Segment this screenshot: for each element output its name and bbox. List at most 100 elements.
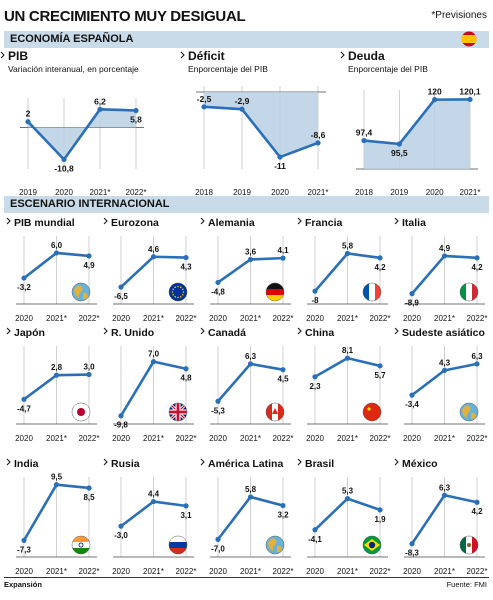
- chart-area: [28, 109, 136, 160]
- chart-title: R. Unido: [111, 327, 154, 339]
- chart-title: Italia: [402, 217, 426, 229]
- chart-china: China 2,3 8,1 5,7 2020 2021* 2022*: [297, 327, 391, 443]
- tick-label: 2019: [233, 188, 251, 197]
- data-label: 6,3: [471, 352, 483, 361]
- chevron-right-icon: [394, 458, 399, 466]
- chart-line: [363, 98, 471, 146]
- chart-title: Sudeste asiático: [402, 327, 485, 339]
- tick-label: 2022*: [273, 567, 294, 576]
- tick-label: 2021*: [434, 434, 455, 443]
- data-label: -8: [311, 296, 319, 305]
- chart-subtitle: Variación interanual, en porcentaje: [8, 64, 139, 74]
- chevron-right-icon: [103, 217, 108, 225]
- tick-label: 2020: [306, 314, 324, 323]
- chart-title: México: [402, 458, 438, 470]
- section-title-spain: ECONOMÍA ESPAÑOLA: [10, 33, 134, 45]
- canada-flag-icon: [265, 402, 285, 422]
- chart-title: Deuda: [348, 49, 385, 63]
- tick-label: 2020: [271, 188, 289, 197]
- chevron-right-icon: [0, 51, 5, 59]
- data-label: 3,2: [277, 511, 289, 520]
- data-point: [467, 96, 473, 103]
- data-label: 5,3: [342, 487, 354, 496]
- tick-label: 2021*: [143, 434, 164, 443]
- page-title: UN CRECIMIENTO MUY DESIGUAL: [4, 8, 246, 25]
- data-label: 3,0: [83, 363, 95, 372]
- chart-line: [27, 108, 137, 161]
- tick-label: 2020: [209, 434, 227, 443]
- data-label: 4,5: [277, 375, 289, 384]
- tick-label: 2021*: [143, 314, 164, 323]
- data-point: [409, 392, 415, 398]
- data-point: [25, 119, 31, 125]
- chart-rusia: Rusia -3,0 4,4 3,1 2020 2021* 2022*: [103, 458, 197, 576]
- chevron-right-icon: [103, 458, 108, 466]
- tick-label: 2021*: [143, 567, 164, 576]
- tick-label: 2021*: [434, 314, 455, 323]
- data-point: [118, 284, 124, 290]
- section-title-international: ESCENARIO INTERNACIONAL: [10, 198, 170, 210]
- data-point: [183, 503, 189, 509]
- chevron-right-icon: [297, 327, 302, 335]
- data-point: [150, 254, 157, 260]
- data-point: [277, 154, 283, 160]
- data-point: [21, 537, 27, 543]
- chart-title: Francia: [305, 217, 343, 229]
- data-point: [377, 255, 383, 261]
- data-point: [441, 492, 448, 498]
- data-point: [215, 279, 221, 286]
- chart-title: Rusia: [111, 458, 140, 470]
- data-label: -7,3: [17, 545, 31, 554]
- chevron-right-icon: [297, 458, 302, 466]
- tick-label: 2022*: [176, 434, 197, 443]
- data-point: [183, 254, 189, 261]
- chevron-right-icon: [6, 327, 11, 335]
- data-point: [53, 250, 60, 256]
- chart-america-latina: América Latina -7,0 5,8 3,2 2020 2021* 2022*: [200, 458, 294, 576]
- forecast-note: *Previsiones: [431, 10, 487, 21]
- tick-label: 2022*: [370, 434, 391, 443]
- data-label: 120,1: [459, 86, 481, 96]
- chart-line: [203, 105, 319, 159]
- data-point: [21, 275, 27, 281]
- data-point: [215, 536, 221, 542]
- data-point: [315, 140, 321, 146]
- data-point: [344, 355, 351, 361]
- data-point: [409, 291, 415, 297]
- tick-label: 2022*: [126, 188, 147, 197]
- data-label: 6,0: [51, 241, 63, 250]
- chart-india: India -7,3 9,5 8,5 2020 2021* 2022*: [6, 458, 100, 576]
- data-label: 3,6: [245, 247, 257, 256]
- data-point: [396, 141, 402, 147]
- data-label: 5,8: [130, 114, 142, 124]
- data-label: 4,2: [471, 507, 483, 516]
- russia-flag-icon: [168, 535, 188, 555]
- data-label: -10,8: [54, 163, 74, 173]
- tick-label: 2022*: [79, 567, 100, 576]
- tick-label: 2022*: [273, 434, 294, 443]
- chevron-right-icon: [180, 51, 185, 59]
- data-point: [474, 361, 480, 367]
- uk-flag-icon: [168, 402, 188, 422]
- chevron-right-icon: [6, 217, 11, 225]
- chart-title: PIB: [8, 49, 28, 63]
- chart-francia: Francia -8 5,8 4,2 2020 2021* 2022*: [297, 217, 390, 323]
- mexico-flag-icon: [459, 535, 479, 555]
- tick-label: 2022*: [176, 314, 197, 323]
- data-point: [280, 255, 286, 261]
- data-label: 4,9: [83, 261, 95, 270]
- data-point: [312, 527, 318, 533]
- tick-label: 2020: [55, 188, 73, 197]
- chart-title: Déficit: [188, 49, 225, 63]
- data-point: [280, 367, 286, 373]
- tick-label: 2021*: [90, 188, 111, 197]
- data-point: [247, 256, 254, 263]
- eu-flag-icon: [168, 282, 188, 302]
- chart-title: Canadá: [208, 327, 246, 339]
- data-label: 8,1: [342, 346, 354, 355]
- tick-label: 2022*: [176, 567, 197, 576]
- data-point: [118, 413, 124, 419]
- tick-label: 2020: [209, 567, 227, 576]
- data-point: [280, 502, 286, 509]
